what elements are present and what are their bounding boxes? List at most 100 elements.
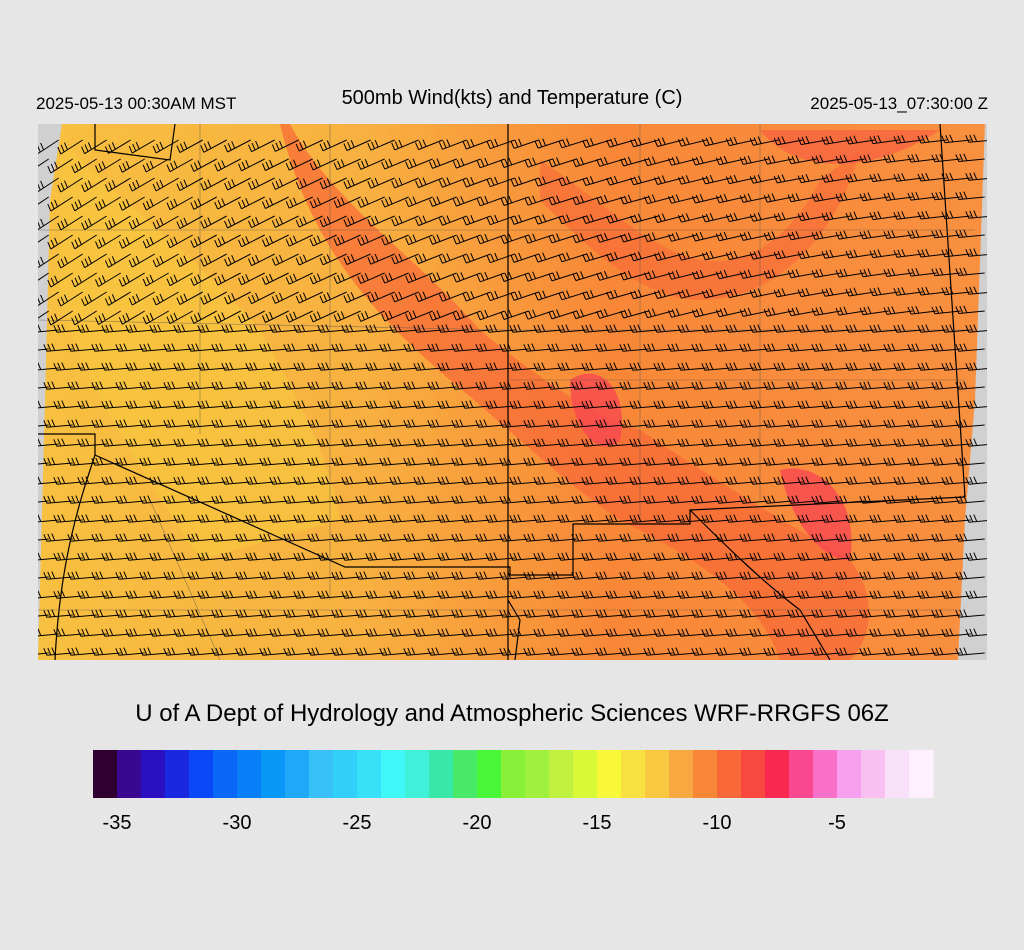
wind-barb	[845, 628, 875, 637]
wind-barb	[355, 419, 385, 428]
wind-barb	[104, 253, 131, 268]
wind-barb	[630, 137, 659, 148]
wind-barb	[907, 192, 937, 201]
wind-barb	[176, 177, 203, 192]
wind-barb	[333, 158, 361, 171]
wind-barb	[725, 250, 755, 261]
wind-barb	[715, 269, 745, 280]
wind-barb	[67, 343, 97, 352]
wind-barb	[715, 343, 745, 352]
wind-barb	[259, 419, 289, 428]
wind-barb	[691, 533, 721, 542]
wind-barb	[499, 381, 529, 390]
wind-barb	[917, 476, 947, 485]
wind-barb	[389, 438, 419, 447]
wind-barb	[893, 324, 923, 333]
colorbar-tick-label: -25	[343, 812, 372, 834]
wind-barb	[548, 271, 577, 282]
wind-barb	[365, 400, 395, 409]
wind-barb	[285, 272, 313, 285]
wind-barb	[797, 288, 827, 298]
wind-barb	[845, 173, 875, 183]
wind-barb	[571, 419, 601, 428]
wind-barb	[509, 552, 539, 561]
wind-barb	[907, 647, 937, 656]
wind-barb	[845, 476, 875, 485]
wind-barb	[427, 533, 457, 542]
wind-barb	[149, 552, 179, 561]
wind-barb	[509, 590, 539, 599]
wind-barb	[955, 381, 985, 390]
wind-barb	[605, 400, 635, 409]
wind-barb	[787, 419, 817, 428]
wind-barb	[893, 173, 923, 182]
colorbar-swatch	[525, 750, 550, 798]
wind-barb	[725, 514, 755, 523]
wind-barb	[534, 214, 563, 225]
wind-barb	[845, 249, 875, 259]
wind-barb	[893, 249, 923, 258]
wind-barb	[701, 288, 731, 299]
wind-barb	[462, 177, 491, 188]
wind-barb	[187, 343, 217, 352]
wind-barb	[859, 609, 889, 618]
wind-barb	[269, 400, 299, 409]
wind-barb	[955, 571, 985, 580]
colorbar-swatch	[93, 750, 118, 798]
wind-barb	[581, 628, 611, 637]
wind-barb	[677, 362, 707, 371]
wind-barb	[331, 381, 361, 390]
wind-barb	[917, 286, 947, 296]
colorbar-tick-label: -30	[223, 812, 252, 834]
wind-barb	[845, 438, 875, 447]
map-title: 500mb Wind(kts) and Temperature (C)	[342, 87, 683, 109]
wind-barb	[557, 514, 587, 523]
wind-barb	[67, 419, 97, 428]
wind-barb	[500, 157, 529, 168]
wind-barb	[701, 324, 731, 333]
wind-barb	[509, 628, 539, 637]
wind-barb	[125, 552, 155, 561]
wind-barb	[533, 476, 563, 485]
wind-barb	[499, 457, 529, 466]
wind-barb	[357, 158, 385, 170]
wind-barb	[38, 177, 59, 193]
wind-barb	[451, 343, 481, 352]
wind-barb	[654, 213, 683, 223]
wind-barb	[644, 194, 673, 205]
wind-barb	[787, 193, 817, 203]
wind-barb	[821, 287, 851, 297]
wind-barb	[739, 231, 769, 241]
wind-barb	[534, 252, 563, 263]
wind-barb	[907, 533, 937, 542]
wind-barb	[701, 628, 731, 637]
wind-barb	[701, 438, 731, 447]
wind-barb	[701, 362, 731, 371]
wind-barb	[238, 158, 265, 172]
wind-barb	[941, 134, 971, 144]
wind-barb	[596, 194, 625, 205]
wind-barb	[128, 139, 155, 154]
wind-barb	[691, 647, 721, 656]
wind-barb	[211, 419, 241, 428]
wind-barb	[677, 514, 707, 523]
wind-barb	[365, 362, 395, 371]
wind-barb	[931, 457, 961, 466]
wind-barb	[701, 514, 731, 523]
wind-barb	[811, 419, 841, 428]
wind-barb	[619, 419, 649, 428]
wind-barb	[309, 196, 337, 209]
colorbar-swatch	[837, 750, 862, 798]
wind-barb	[485, 590, 515, 599]
wind-barb	[581, 438, 611, 447]
wind-barb	[965, 514, 987, 523]
wind-barb	[605, 628, 635, 637]
wind-barb	[811, 230, 841, 240]
wind-barb	[869, 590, 899, 599]
wind-barb	[77, 324, 107, 333]
wind-barb	[701, 136, 731, 147]
wind-barb	[190, 158, 217, 172]
wind-barb	[835, 381, 865, 390]
wind-barb	[869, 287, 899, 297]
wind-barb	[200, 215, 227, 229]
